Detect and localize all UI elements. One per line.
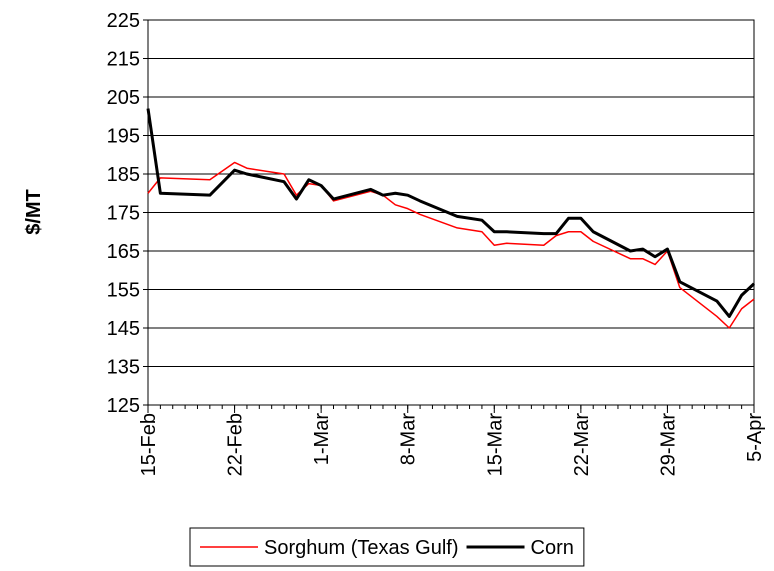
y-tick-label: 165 — [107, 241, 140, 263]
y-tick-label: 225 — [107, 10, 140, 32]
y-tick-label: 155 — [107, 280, 140, 302]
y-axis-label: $/MT — [23, 189, 45, 235]
x-tick-label: 29-Mar — [657, 413, 679, 477]
series-line — [146, 108, 756, 318]
x-tick-label: 22-Mar — [571, 413, 593, 477]
legend: Sorghum (Texas Gulf) Corn — [189, 527, 585, 567]
y-tick-label: 135 — [107, 357, 140, 379]
legend-label: Corn — [531, 537, 574, 559]
y-tick-label: 175 — [107, 203, 140, 225]
x-tick-label: 22-Feb — [225, 413, 247, 476]
x-tick-label: 5-Apr — [744, 413, 766, 462]
x-tick-label: 8-Mar — [398, 413, 420, 466]
x-tick-label: 15-Mar — [484, 413, 506, 477]
y-tick-label: 195 — [107, 126, 140, 148]
y-tick-label: 145 — [107, 318, 140, 340]
y-tick-label: 125 — [107, 395, 140, 417]
plot-frame — [147, 19, 755, 406]
y-tick-label: 205 — [107, 87, 140, 109]
legend-label: Sorghum (Texas Gulf) — [264, 537, 459, 559]
series-line — [147, 161, 755, 329]
y-tick-label: 185 — [107, 164, 140, 186]
x-tick-label: 1-Mar — [311, 413, 333, 466]
y-tick-label: 215 — [107, 49, 140, 71]
x-tick-label: 15-Feb — [138, 413, 160, 476]
